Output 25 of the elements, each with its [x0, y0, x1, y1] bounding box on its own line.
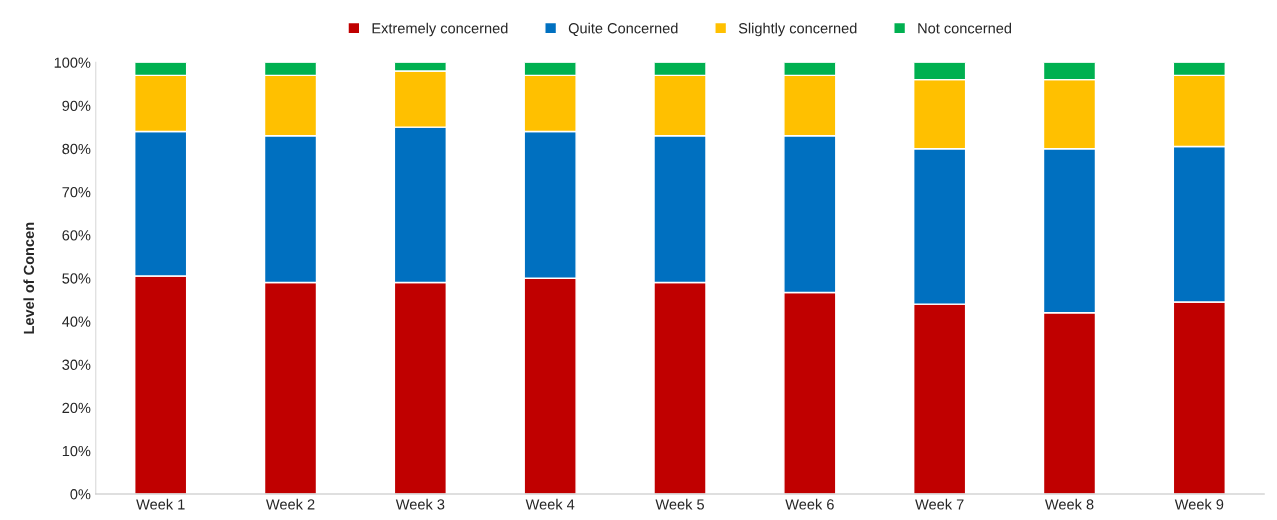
x-tick-label: Week 4: [525, 498, 575, 510]
y-tick-label: 60%: [62, 230, 91, 241]
y-tick-label: 10%: [62, 445, 91, 457]
x-tick-label: Week 9: [1174, 498, 1224, 510]
y-tick-label: 30%: [62, 359, 91, 370]
x-tick-label: Week 6: [785, 498, 834, 510]
x-tick-label: Week 7: [915, 498, 964, 510]
x-tick-label: Week 3: [395, 498, 445, 510]
x-tick-label: Week 8: [1044, 498, 1094, 510]
y-tick-label: 70%: [62, 186, 91, 198]
y-tick-label: 90%: [62, 100, 91, 111]
y-tick-label: 0%: [70, 489, 91, 500]
legend-label: Extremely concerned: [372, 22, 508, 37]
y-tick-label: 80%: [62, 143, 91, 155]
legend-label: Not concerned: [918, 22, 1012, 34]
y-tick-label: 20%: [62, 402, 91, 414]
legend-label: Slightly concerned: [738, 22, 857, 37]
x-tick-label: Week 1: [136, 498, 185, 510]
y-tick-label: 100%: [54, 57, 91, 68]
y-tick-label: 40%: [62, 316, 91, 327]
x-tick-label: Week 5: [655, 498, 704, 510]
legend-label: Quite Concerned: [568, 22, 678, 37]
y-axis-title: Level of Concen: [23, 222, 35, 334]
x-tick-label: Week 2: [265, 498, 315, 510]
y-tick-label: 50%: [62, 273, 91, 284]
